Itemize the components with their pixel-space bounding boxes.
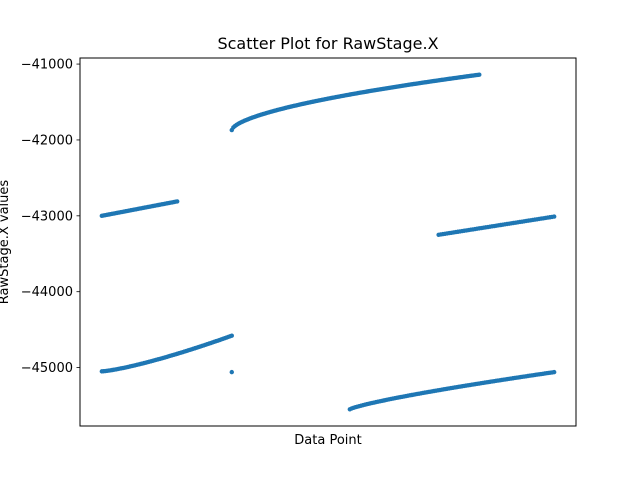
data-point	[229, 369, 234, 375]
x-axis-label: Data Point	[294, 433, 361, 448]
data-point	[551, 369, 557, 375]
data-point	[175, 199, 180, 204]
chart-title: Scatter Plot for RawStage.X	[217, 34, 438, 53]
data-point	[229, 333, 234, 338]
y-tick-label: −44000	[21, 285, 73, 300]
plot-area-frame	[79, 57, 577, 427]
y-tick-label: −43000	[21, 209, 73, 224]
data-point	[551, 214, 557, 219]
y-axis-label: RawStage.X values	[0, 180, 12, 305]
data-point	[477, 72, 482, 77]
y-axis-ticks: −41000 −42000 −43000 −44000 −45000	[21, 58, 80, 376]
y-tick-label: −42000	[21, 133, 73, 148]
data-points	[99, 72, 557, 412]
y-tick-label: −41000	[21, 58, 73, 73]
y-tick-label: −45000	[21, 361, 73, 376]
